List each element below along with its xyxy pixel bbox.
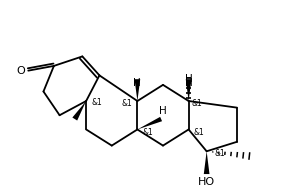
- Text: &1: &1: [142, 128, 153, 137]
- Text: O: O: [16, 66, 25, 76]
- Text: H: H: [185, 74, 192, 84]
- Text: &1: &1: [122, 99, 133, 108]
- Polygon shape: [72, 101, 86, 121]
- Text: &1: &1: [191, 99, 202, 108]
- Text: &1: &1: [193, 128, 204, 137]
- Text: H: H: [185, 78, 192, 88]
- Polygon shape: [204, 151, 210, 174]
- Polygon shape: [135, 79, 140, 101]
- Text: HO: HO: [198, 177, 215, 187]
- Text: H: H: [133, 78, 140, 88]
- Text: &1: &1: [92, 98, 103, 107]
- Text: &1: &1: [214, 149, 225, 158]
- Text: H: H: [159, 106, 167, 116]
- Polygon shape: [186, 79, 191, 101]
- Polygon shape: [137, 117, 162, 129]
